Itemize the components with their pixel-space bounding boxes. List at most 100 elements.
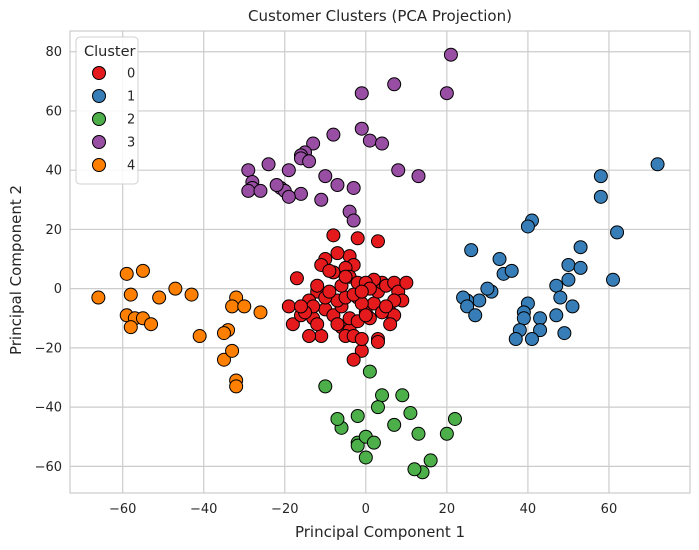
data-point-cluster-4 bbox=[184, 287, 199, 302]
y-tick-label: −40 bbox=[35, 401, 62, 416]
data-point-cluster-2 bbox=[403, 406, 418, 421]
grid bbox=[70, 31, 690, 493]
data-point-cluster-3 bbox=[281, 189, 296, 204]
data-point-cluster-0 bbox=[370, 334, 385, 349]
data-point-cluster-3 bbox=[387, 77, 402, 92]
y-tick-label: 80 bbox=[45, 45, 62, 60]
data-point-cluster-0 bbox=[285, 317, 300, 332]
data-point-cluster-1 bbox=[610, 225, 625, 240]
data-point-cluster-3 bbox=[391, 163, 406, 178]
plot-frame bbox=[69, 30, 691, 494]
data-point-cluster-4 bbox=[91, 290, 106, 305]
data-point-cluster-2 bbox=[411, 426, 426, 441]
data-point-cluster-4 bbox=[192, 329, 207, 344]
y-tick-label: −20 bbox=[35, 341, 62, 356]
data-point-cluster-0 bbox=[383, 317, 398, 332]
data-point-cluster-1 bbox=[565, 299, 580, 314]
data-point-cluster-2 bbox=[407, 462, 422, 477]
data-point-cluster-3 bbox=[362, 133, 377, 148]
data-point-cluster-3 bbox=[439, 86, 454, 101]
data-point-cluster-4 bbox=[216, 326, 231, 341]
data-point-cluster-3 bbox=[346, 180, 361, 195]
data-point-cluster-1 bbox=[593, 189, 608, 204]
data-point-cluster-1 bbox=[480, 281, 495, 296]
data-point-cluster-0 bbox=[350, 231, 365, 246]
data-point-cluster-3 bbox=[354, 121, 369, 136]
data-point-cluster-2 bbox=[362, 364, 377, 379]
data-point-cluster-4 bbox=[225, 299, 240, 314]
data-point-cluster-1 bbox=[573, 240, 588, 255]
data-point-cluster-4 bbox=[216, 352, 231, 367]
data-point-cluster-1 bbox=[533, 323, 548, 338]
data-point-cluster-3 bbox=[375, 136, 390, 151]
data-point-cluster-3 bbox=[293, 186, 308, 201]
data-point-cluster-3 bbox=[241, 183, 256, 198]
legend-marker-3 bbox=[92, 135, 106, 149]
data-point-cluster-0 bbox=[330, 246, 345, 261]
legend-marker-0 bbox=[92, 66, 106, 80]
data-point-cluster-0 bbox=[322, 263, 337, 278]
data-point-cluster-1 bbox=[593, 169, 608, 184]
data-point-cluster-4 bbox=[123, 320, 138, 335]
data-point-cluster-1 bbox=[561, 272, 576, 287]
data-point-cluster-0 bbox=[338, 269, 353, 284]
data-point-cluster-4 bbox=[119, 266, 134, 281]
data-point-cluster-1 bbox=[561, 257, 576, 272]
data-point-cluster-0 bbox=[379, 299, 394, 314]
y-tick-label: 40 bbox=[45, 164, 62, 179]
data-point-cluster-4 bbox=[225, 343, 240, 358]
data-point-cluster-1 bbox=[606, 272, 621, 287]
data-point-cluster-2 bbox=[350, 438, 365, 453]
data-point-cluster-3 bbox=[354, 86, 369, 101]
data-point-cluster-0 bbox=[310, 317, 325, 332]
y-tick-label: 60 bbox=[45, 104, 62, 119]
data-point-cluster-4 bbox=[229, 379, 244, 394]
data-point-cluster-1 bbox=[524, 332, 539, 346]
data-point-cluster-0 bbox=[358, 308, 373, 323]
data-point-cluster-1 bbox=[464, 243, 479, 258]
data-point-cluster-0 bbox=[310, 278, 325, 293]
data-point-cluster-3 bbox=[326, 127, 341, 142]
data-point-cluster-3 bbox=[318, 169, 333, 184]
data-point-cluster-1 bbox=[460, 299, 475, 314]
data-point-cluster-1 bbox=[553, 290, 568, 305]
data-point-cluster-0 bbox=[281, 299, 296, 314]
data-point-cluster-0 bbox=[399, 275, 414, 290]
data-point-cluster-0 bbox=[370, 234, 385, 249]
data-point-cluster-3 bbox=[306, 136, 321, 151]
data-point-cluster-0 bbox=[289, 271, 304, 286]
legend-marker-2 bbox=[92, 112, 106, 126]
y-tick-label: −60 bbox=[35, 460, 62, 475]
legend-label-2: 2 bbox=[127, 113, 135, 128]
data-point-cluster-0 bbox=[314, 329, 329, 344]
data-point-cluster-2 bbox=[387, 417, 402, 432]
data-point-cluster-2 bbox=[330, 411, 345, 426]
data-point-cluster-3 bbox=[281, 163, 296, 178]
data-point-cluster-3 bbox=[302, 154, 317, 169]
x-tick-label: 20 bbox=[439, 502, 456, 517]
legend-title: Cluster bbox=[84, 44, 136, 60]
y-tick-label: 20 bbox=[45, 223, 62, 238]
data-point-cluster-0 bbox=[302, 329, 317, 344]
data-point-cluster-4 bbox=[152, 290, 167, 305]
data-point-cluster-1 bbox=[504, 263, 519, 278]
data-point-cluster-3 bbox=[443, 47, 458, 62]
data-point-cluster-3 bbox=[261, 157, 276, 172]
data-point-cluster-1 bbox=[573, 260, 588, 275]
x-axis-label: Principal Component 1 bbox=[295, 523, 465, 541]
data-point-cluster-2 bbox=[375, 388, 390, 403]
data-point-cluster-3 bbox=[314, 192, 329, 207]
data-point-cluster-1 bbox=[472, 293, 487, 308]
data-point-cluster-4 bbox=[168, 281, 183, 296]
data-point-cluster-4 bbox=[135, 263, 150, 278]
data-point-cluster-1 bbox=[650, 157, 665, 172]
data-point-cluster-3 bbox=[411, 169, 426, 184]
data-point-cluster-0 bbox=[354, 284, 369, 299]
data-point-cluster-3 bbox=[253, 183, 268, 198]
data-point-cluster-0 bbox=[326, 228, 341, 243]
data-point-cluster-1 bbox=[516, 311, 531, 326]
x-tick-label: −40 bbox=[190, 502, 217, 517]
data-point-cluster-2 bbox=[439, 426, 454, 441]
data-points bbox=[91, 47, 665, 480]
